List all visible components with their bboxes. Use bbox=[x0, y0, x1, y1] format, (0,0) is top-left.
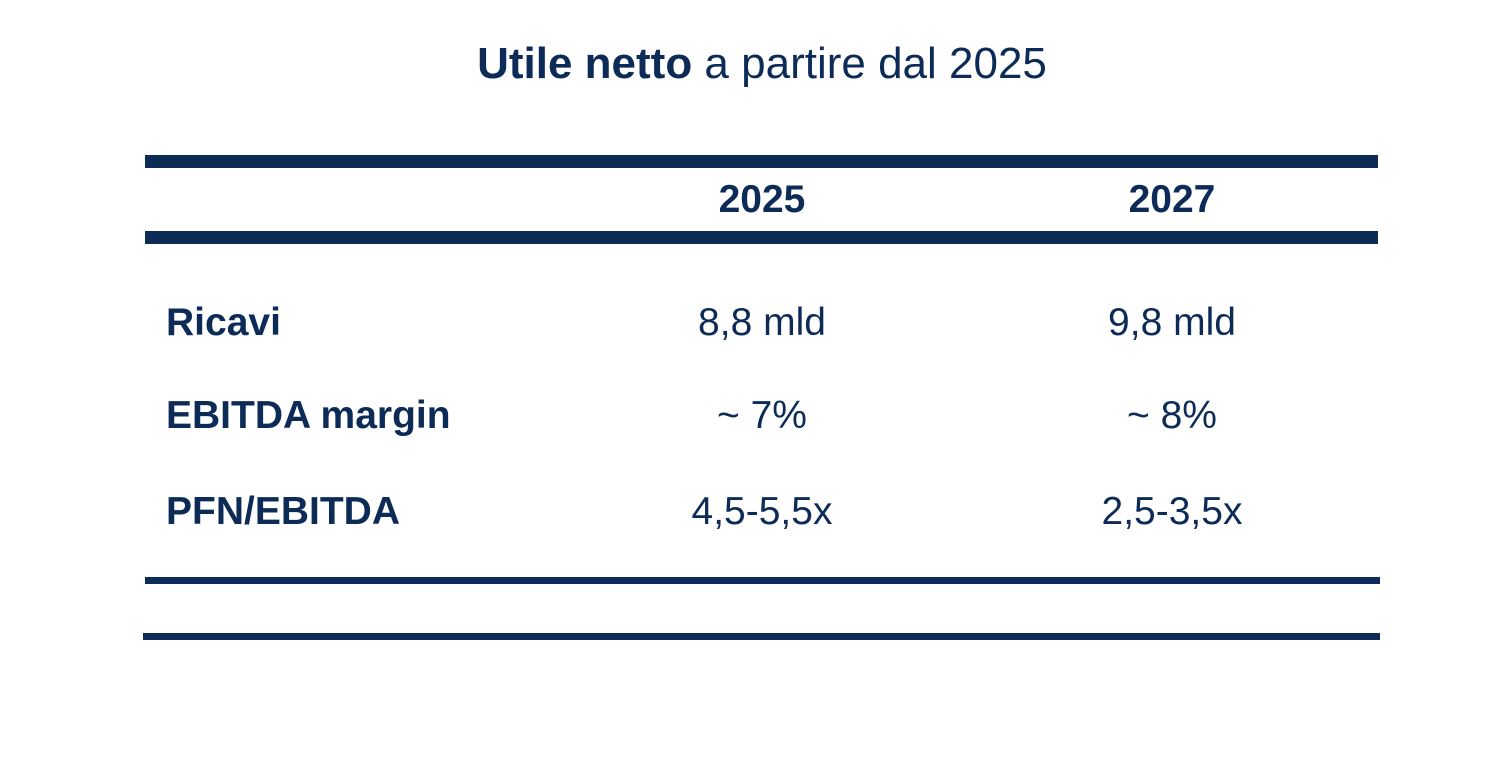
title-bold: Utile netto bbox=[477, 39, 693, 88]
cell-pfn-ebitda-2025: 4,5-5,5x bbox=[691, 490, 833, 533]
table-bottom-rule bbox=[145, 577, 1380, 584]
row-label-ebitda-margin: EBITDA margin bbox=[166, 394, 451, 437]
cell-pfn-ebitda-2027: 2,5-3,5x bbox=[1101, 490, 1243, 533]
cell-ebitda-margin-2027: ~ 8% bbox=[1127, 394, 1217, 437]
table-header-rule bbox=[145, 231, 1378, 244]
table-top-rule bbox=[145, 155, 1378, 168]
column-header-2027: 2027 bbox=[1128, 178, 1216, 221]
column-header-2025: 2025 bbox=[718, 178, 806, 221]
row-label-ricavi: Ricavi bbox=[166, 301, 281, 344]
cell-ebitda-margin-2025: ~ 7% bbox=[717, 394, 807, 437]
cell-ricavi-2027: 9,8 mld bbox=[1108, 301, 1236, 344]
title-rest: a partire dal 2025 bbox=[692, 39, 1047, 88]
page-title: Utile netto a partire dal 2025 bbox=[0, 38, 1500, 90]
table-footer-rule bbox=[143, 633, 1380, 640]
cell-ricavi-2025: 8,8 mld bbox=[698, 301, 826, 344]
row-label-pfn-ebitda: PFN/EBITDA bbox=[166, 490, 400, 533]
